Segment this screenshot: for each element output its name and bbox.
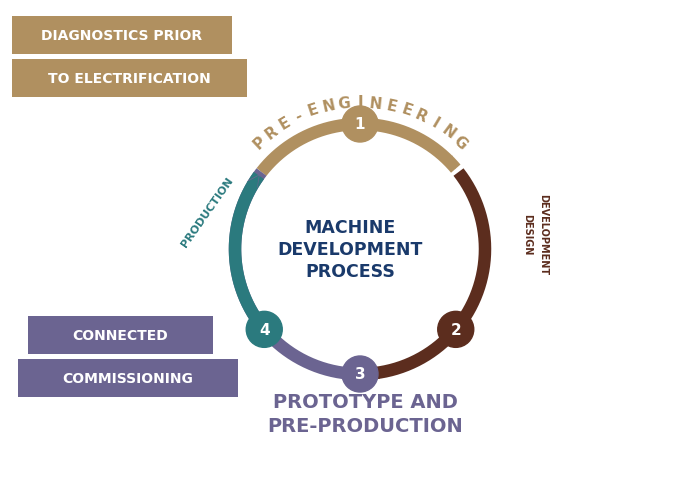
Text: DIAGNOSTICS PRIOR: DIAGNOSTICS PRIOR (41, 29, 203, 43)
Text: E: E (385, 98, 398, 115)
Text: PRE-PRODUCTION: PRE-PRODUCTION (267, 417, 463, 436)
Text: G: G (337, 95, 352, 112)
Text: E: E (399, 102, 413, 119)
Text: N: N (369, 95, 383, 112)
FancyBboxPatch shape (18, 359, 238, 397)
Text: N: N (321, 97, 337, 115)
Circle shape (342, 356, 378, 392)
Text: R: R (413, 107, 430, 125)
Text: P: P (250, 133, 269, 151)
Text: COMMISSIONING: COMMISSIONING (63, 371, 193, 385)
Text: R: R (262, 122, 281, 142)
FancyBboxPatch shape (12, 60, 247, 98)
Text: 2: 2 (450, 322, 461, 337)
Circle shape (438, 312, 474, 348)
Text: I: I (429, 116, 441, 131)
Circle shape (246, 312, 282, 348)
Text: I: I (357, 95, 363, 110)
Text: 4: 4 (259, 322, 269, 337)
Text: E: E (306, 102, 321, 119)
Circle shape (342, 107, 378, 143)
Text: PROTOTYPE AND: PROTOTYPE AND (273, 393, 458, 412)
Text: CONNECTED: CONNECTED (73, 328, 169, 342)
Text: DEVELOPMENT: DEVELOPMENT (538, 194, 548, 275)
Text: PROCESS: PROCESS (305, 262, 395, 280)
Text: 3: 3 (355, 367, 365, 382)
Text: DESIGN: DESIGN (522, 214, 532, 255)
FancyBboxPatch shape (28, 317, 213, 354)
Text: -: - (293, 108, 305, 124)
Text: 1: 1 (355, 117, 365, 132)
Text: N: N (439, 122, 458, 142)
Text: PRODUCTION: PRODUCTION (179, 175, 235, 248)
Text: TO ELECTRIFICATION: TO ELECTRIFICATION (48, 72, 211, 86)
FancyBboxPatch shape (12, 17, 232, 55)
Text: DEVELOPMENT: DEVELOPMENT (277, 241, 423, 258)
Text: G: G (451, 133, 470, 152)
Text: E: E (277, 114, 293, 133)
Text: MACHINE: MACHINE (305, 219, 396, 237)
